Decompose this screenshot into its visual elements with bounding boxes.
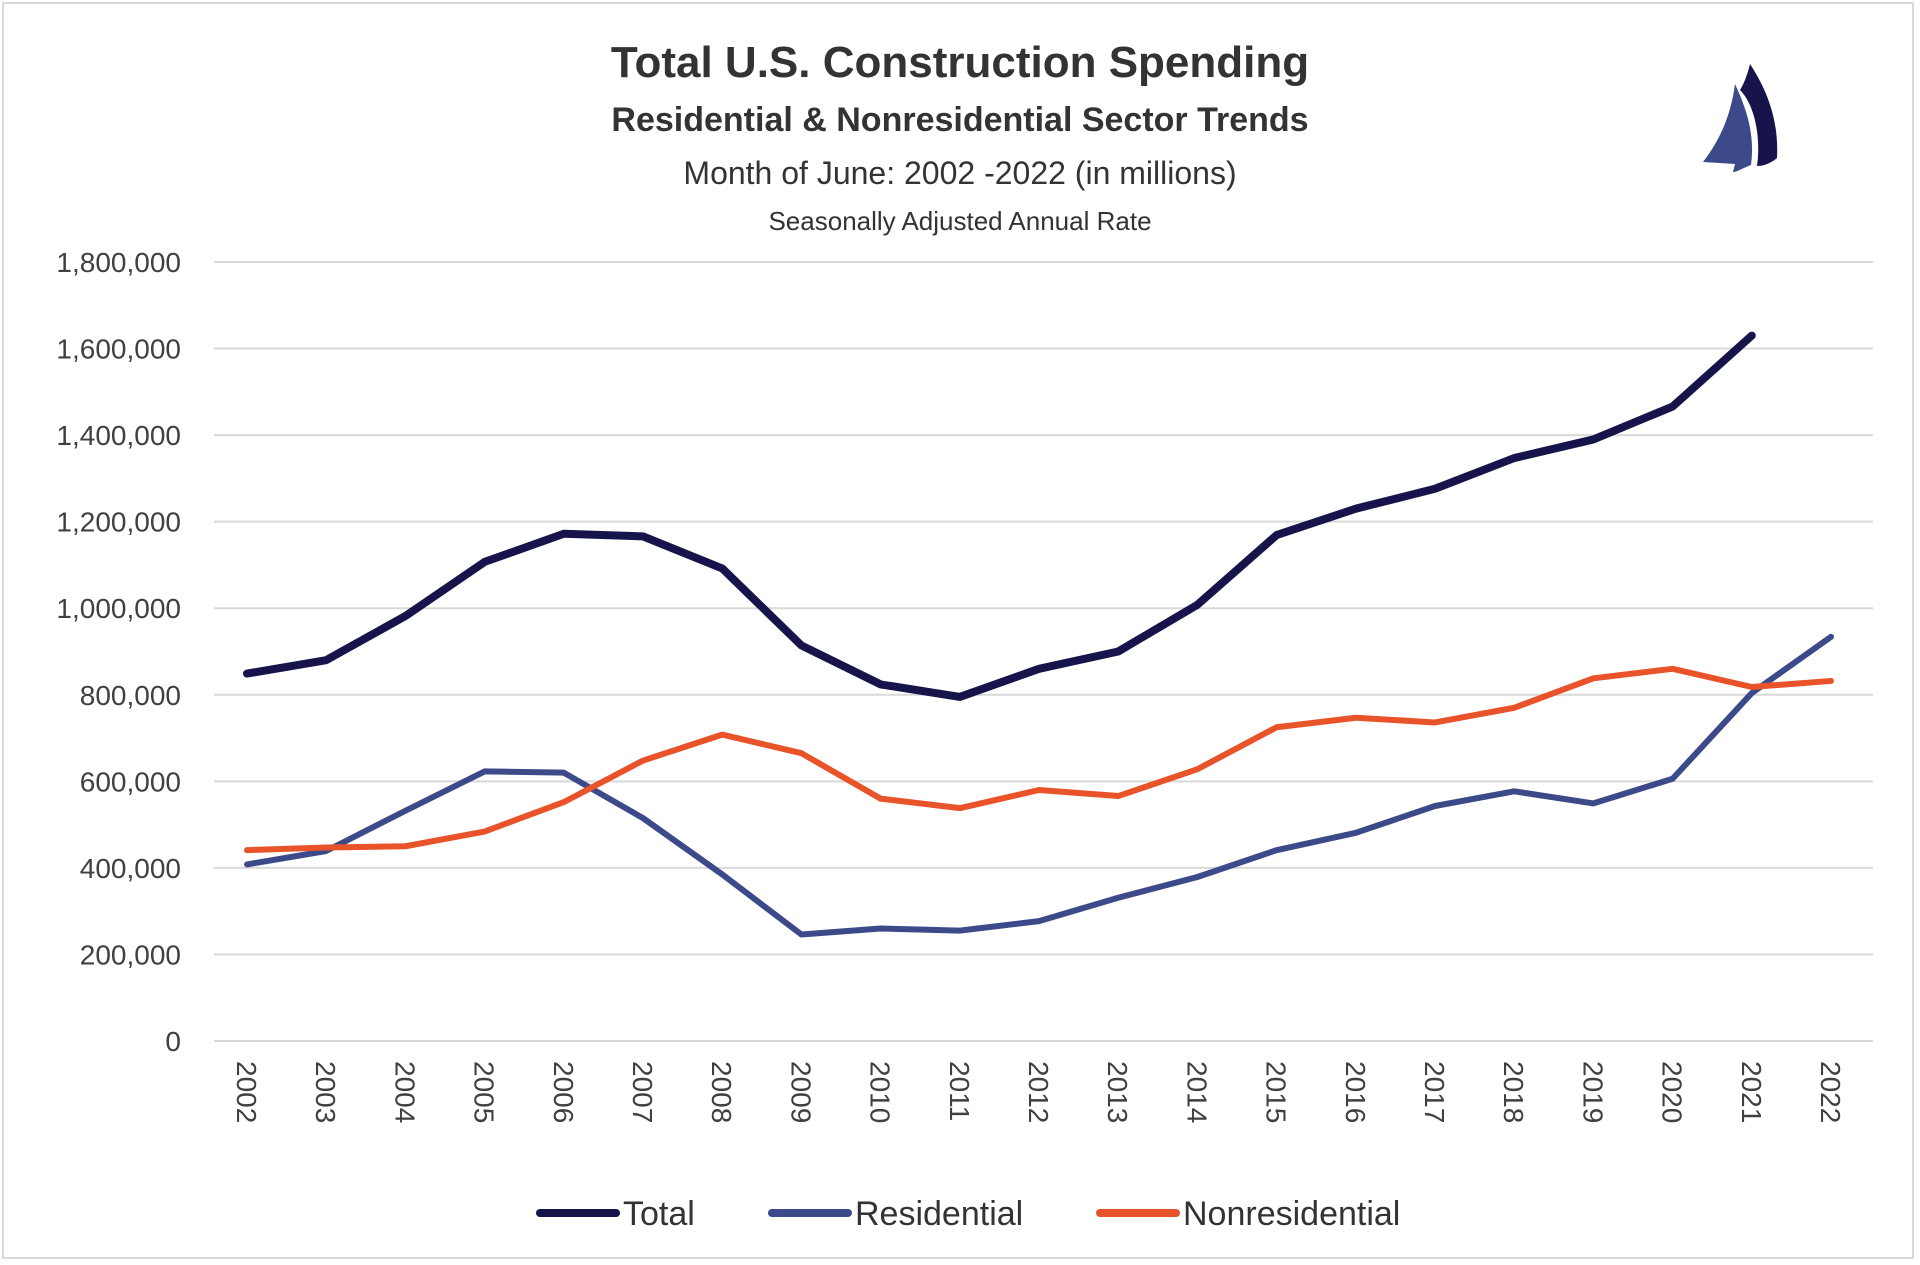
y-tick-label: 1,600,000 (56, 334, 181, 365)
series-line-nonresidential (244, 665, 1834, 854)
x-tick-label: 2010 (865, 1061, 896, 1123)
y-tick-label: 0 (165, 1026, 181, 1057)
y-tick-label: 800,000 (80, 680, 181, 711)
chart-subtitle-period: Month of June: 2002 -2022 (in millions) (683, 155, 1237, 191)
legend-label: Nonresidential (1183, 1195, 1400, 1233)
x-tick-label: 2003 (310, 1061, 341, 1123)
series-line-total (243, 331, 1756, 701)
sailboat-logo-icon (1703, 64, 1778, 172)
series-line-residential (244, 633, 1834, 938)
y-tick-label: 600,000 (80, 766, 181, 797)
x-tick-label: 2019 (1577, 1061, 1608, 1123)
x-tick-label: 2009 (785, 1061, 816, 1123)
y-tick-label: 400,000 (80, 853, 181, 884)
x-tick-label: 2016 (1340, 1061, 1371, 1123)
x-tick-label: 2013 (1102, 1061, 1133, 1123)
x-tick-label: 2015 (1261, 1061, 1292, 1123)
x-tick-label: 2011 (944, 1061, 975, 1121)
legend-label: Total (623, 1195, 695, 1233)
x-tick-label: 2017 (1419, 1061, 1450, 1123)
y-tick-label: 1,000,000 (56, 593, 181, 624)
x-tick-label: 2004 (389, 1061, 420, 1123)
chart-subtitle-note: Seasonally Adjusted Annual Rate (768, 206, 1152, 236)
x-tick-label: 2022 (1815, 1061, 1846, 1123)
x-tick-label: 2014 (1181, 1061, 1212, 1123)
x-tick-label: 2005 (469, 1061, 500, 1123)
chart-title: Total U.S. Construction Spending (610, 38, 1310, 87)
legend-label: Residential (855, 1195, 1023, 1233)
x-tick-label: 2021 (1736, 1061, 1767, 1123)
x-tick-label: 2008 (706, 1061, 737, 1123)
x-tick-label: 2020 (1657, 1061, 1688, 1123)
y-tick-label: 200,000 (80, 939, 181, 970)
y-tick-label: 1,200,000 (56, 507, 181, 538)
x-tick-label: 2006 (548, 1061, 579, 1123)
x-tick-label: 2002 (231, 1061, 262, 1123)
y-tick-label: 1,400,000 (56, 420, 181, 451)
chart-subtitle: Residential & Nonresidential Sector Tren… (611, 101, 1309, 139)
y-tick-label: 1,800,000 (56, 247, 181, 278)
x-tick-label: 2007 (627, 1061, 658, 1123)
x-tick-label: 2012 (1023, 1061, 1054, 1123)
x-tick-label: 2018 (1498, 1061, 1529, 1123)
